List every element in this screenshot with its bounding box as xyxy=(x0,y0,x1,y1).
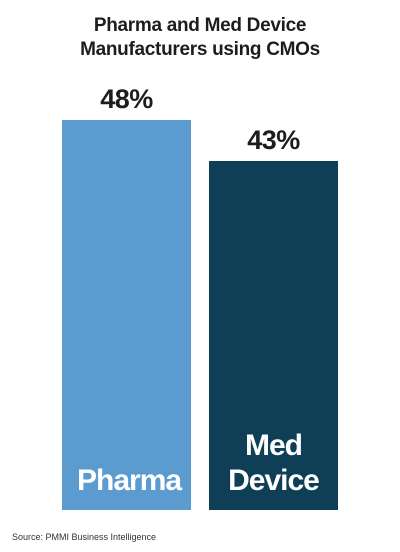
source-note: Source: PMMI Business Intelligence xyxy=(12,532,157,542)
bar xyxy=(62,120,191,510)
chart-title: Pharma and Med Device Manufacturers usin… xyxy=(80,15,320,60)
category-label: Med Device xyxy=(228,429,320,497)
value-label: 48% xyxy=(100,84,153,114)
bar xyxy=(209,160,338,510)
value-label: 43% xyxy=(247,124,300,155)
category-label: Pharma xyxy=(77,464,182,497)
